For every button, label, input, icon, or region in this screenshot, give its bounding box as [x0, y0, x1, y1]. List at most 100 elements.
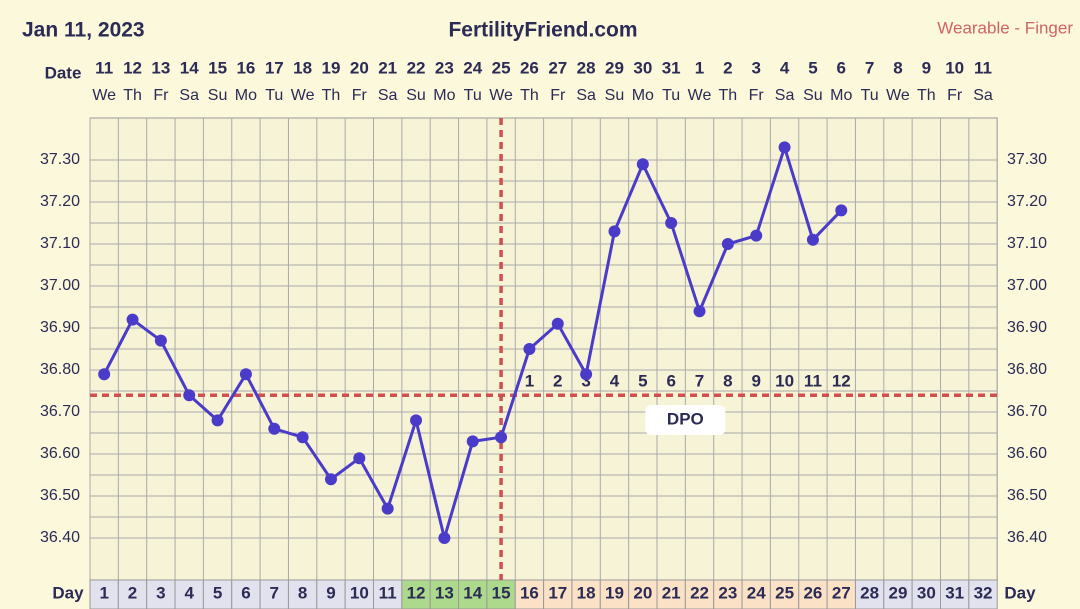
date-label: 14: [180, 58, 199, 77]
weekday-label: We: [688, 87, 712, 104]
date-label: 2: [723, 58, 732, 77]
y-tick-label-right: 36.40: [1007, 529, 1047, 546]
x-tick-label: 7: [270, 583, 279, 602]
date-label: 11: [95, 58, 113, 77]
chart-date: Jan 11, 2023: [22, 19, 145, 42]
date-label: 18: [293, 58, 312, 77]
x-tick-label: 21: [662, 583, 681, 602]
x-tick-label: 19: [605, 583, 624, 602]
date-label: 11: [974, 58, 992, 77]
weekday-label: Th: [719, 87, 738, 104]
temperature-point: [98, 368, 111, 381]
day-cell: [344, 579, 374, 609]
day-cell: [401, 579, 431, 609]
x-tick-label: 32: [974, 583, 993, 602]
x-tick-label: 1: [99, 583, 108, 602]
x-tick-label: 14: [463, 583, 482, 602]
temperature-point: [154, 334, 167, 347]
weekday-label: Fr: [153, 87, 169, 104]
y-tick-label: 36.40: [40, 529, 80, 546]
day-cell: [514, 579, 545, 609]
y-tick-label: 36.70: [40, 403, 80, 420]
source: Wearable - Finger: [937, 18, 1073, 37]
y-tick-label-right: 36.60: [1007, 445, 1047, 462]
dpo-number: 8: [723, 371, 732, 390]
temperature-point: [750, 229, 763, 242]
temperature-point: [268, 422, 281, 435]
temperature-point: [636, 158, 649, 171]
weekday-label: Th: [123, 87, 142, 104]
date-label: 29: [605, 58, 624, 77]
temperature-point: [806, 233, 819, 246]
x-tick-label: 2: [128, 583, 137, 602]
temperature-point: [693, 305, 706, 318]
weekday-label: Mo: [235, 87, 257, 104]
y-tick-label: 36.50: [40, 487, 80, 504]
weekday-label: Tu: [861, 87, 879, 104]
day-cell: [968, 579, 998, 609]
x-label-left: Day: [52, 583, 84, 602]
x-tick-label: 10: [350, 583, 369, 602]
weekday-label: Fr: [749, 87, 765, 104]
weekday-label: Fr: [352, 87, 368, 104]
x-tick-label: 3: [156, 583, 165, 602]
x-tick-label: 29: [889, 583, 908, 602]
day-cell: [231, 579, 261, 609]
y-tick-label: 36.60: [40, 445, 80, 462]
day-cell: [883, 579, 913, 609]
date-label: 21: [378, 58, 397, 77]
temperature-point: [551, 317, 564, 330]
dpo-number: 11: [804, 371, 822, 390]
y-tick-label-right: 36.80: [1007, 361, 1047, 378]
x-tick-label: 22: [690, 583, 709, 602]
dpo-number: 3: [581, 371, 590, 390]
weekday-label: Mo: [632, 87, 654, 104]
weekday-label: Su: [605, 87, 625, 104]
weekday-label: Sa: [378, 87, 398, 104]
x-tick-label: 16: [520, 583, 539, 602]
weekday-label: Th: [322, 87, 341, 104]
day-cell: [89, 579, 119, 609]
y-tick-label-right: 37.20: [1007, 193, 1047, 210]
date-label: 10: [945, 58, 964, 77]
y-tick-label-right: 36.90: [1007, 319, 1047, 336]
date-label: 25: [492, 58, 511, 77]
date-label: 6: [837, 58, 846, 77]
day-cell: [146, 579, 176, 609]
dpo-number: 5: [638, 371, 647, 390]
weekday-label: Mo: [433, 87, 455, 104]
date-label: 17: [265, 58, 284, 77]
temperature-point: [211, 414, 224, 427]
date-label: 16: [236, 58, 255, 77]
x-tick-label: 23: [718, 583, 737, 602]
date-label: 30: [633, 58, 652, 77]
date-label: 13: [151, 58, 170, 77]
day-cell: [769, 579, 800, 609]
temperature-point: [778, 141, 791, 154]
day-cell: [571, 579, 601, 609]
x-label-right: Day: [1004, 583, 1036, 602]
day-cell: [259, 579, 289, 609]
y-tick-label: 36.90: [40, 319, 80, 336]
x-tick-label: 28: [860, 583, 879, 602]
temperature-point: [495, 431, 508, 444]
dpo-number: 1: [525, 371, 534, 390]
x-tick-label: 27: [832, 583, 851, 602]
temperature-point: [608, 225, 621, 238]
day-cell: [628, 579, 658, 609]
temperature-point: [239, 368, 252, 381]
weekday-label: We: [886, 87, 910, 104]
weekday-label: Mo: [830, 87, 852, 104]
temperature-point: [835, 204, 848, 217]
y-tick-label: 37.10: [40, 235, 80, 252]
weekday-label: Fr: [550, 87, 566, 104]
day-cell: [684, 579, 715, 609]
x-tick-label: 8: [298, 583, 307, 602]
date-label: 9: [922, 58, 931, 77]
x-tick-label: 15: [492, 583, 511, 602]
temperature-point: [296, 431, 309, 444]
date-label: 27: [548, 58, 567, 77]
date-label: 12: [123, 58, 142, 77]
y-tick-label-right: 36.70: [1007, 403, 1047, 420]
